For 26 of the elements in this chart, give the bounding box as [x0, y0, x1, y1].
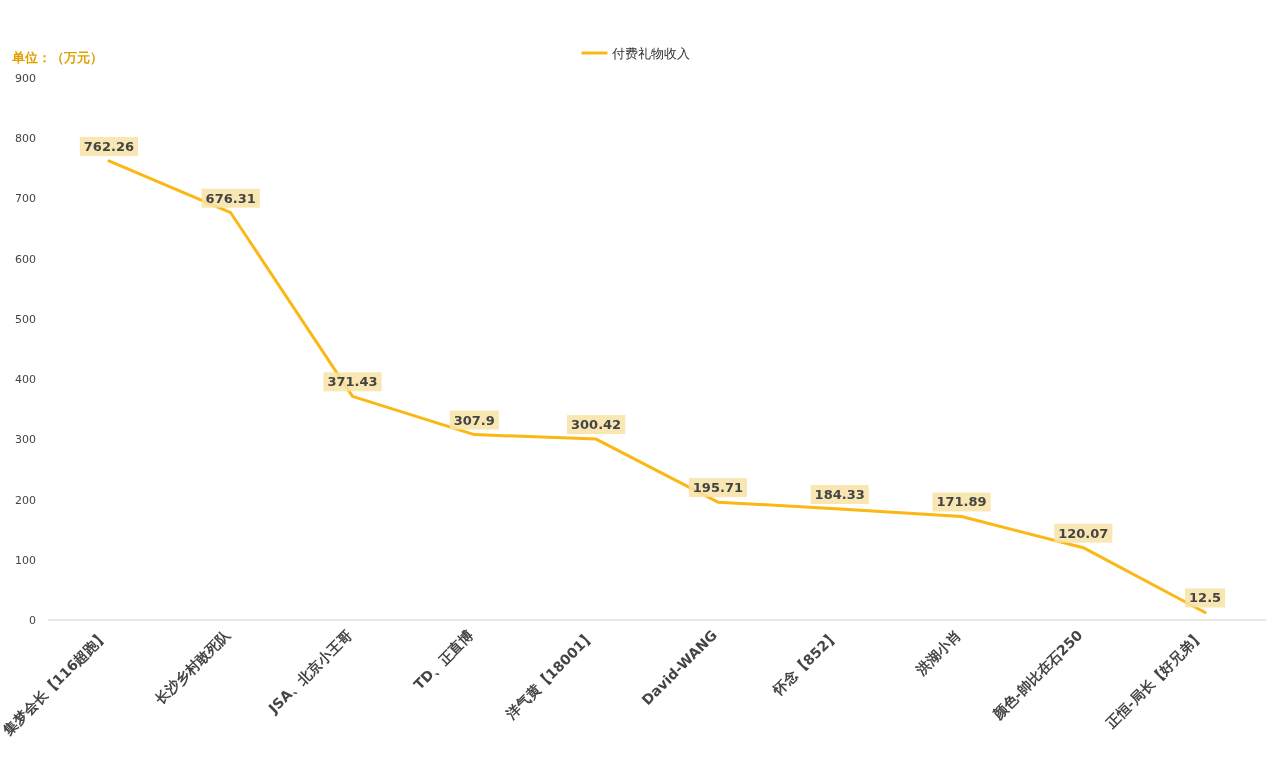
y-tick-label: 800 [15, 132, 36, 146]
x-tick-label: 正恒-局长【好兄弟】 [1101, 626, 1208, 733]
legend-label: 付费礼物收入 [610, 46, 690, 61]
data-label: 300.42 [571, 417, 622, 433]
data-label: 762.26 [83, 138, 134, 154]
y-tick-label: 700 [15, 192, 36, 206]
y-tick-label: 400 [15, 373, 36, 387]
data-label: 676.31 [205, 190, 256, 206]
y-tick-label: 0 [29, 614, 36, 627]
y-tick-label: 900 [15, 72, 36, 85]
y-tick-label: 500 [15, 312, 36, 326]
y-tick-label: 200 [15, 493, 36, 507]
x-tick-label: 洪湖小肖 [912, 626, 964, 679]
data-label: 120.07 [1058, 525, 1109, 541]
data-label: 171.89 [936, 494, 987, 510]
y-tick-label: 300 [15, 433, 36, 447]
data-label: 307.9 [453, 412, 495, 428]
data-label: 184.33 [814, 486, 865, 502]
y-axis-title: 单位：（万元） [11, 50, 103, 65]
x-tick-label: 长沙乡村敢死队 [151, 626, 234, 709]
y-tick-label: 100 [15, 553, 36, 567]
y-tick-label: 600 [15, 252, 36, 266]
data-label: 12.5 [1189, 590, 1222, 606]
x-tick-label: TD、正直博 [410, 626, 477, 693]
data-label: 195.71 [692, 480, 743, 496]
data-label: 371.43 [327, 374, 378, 390]
